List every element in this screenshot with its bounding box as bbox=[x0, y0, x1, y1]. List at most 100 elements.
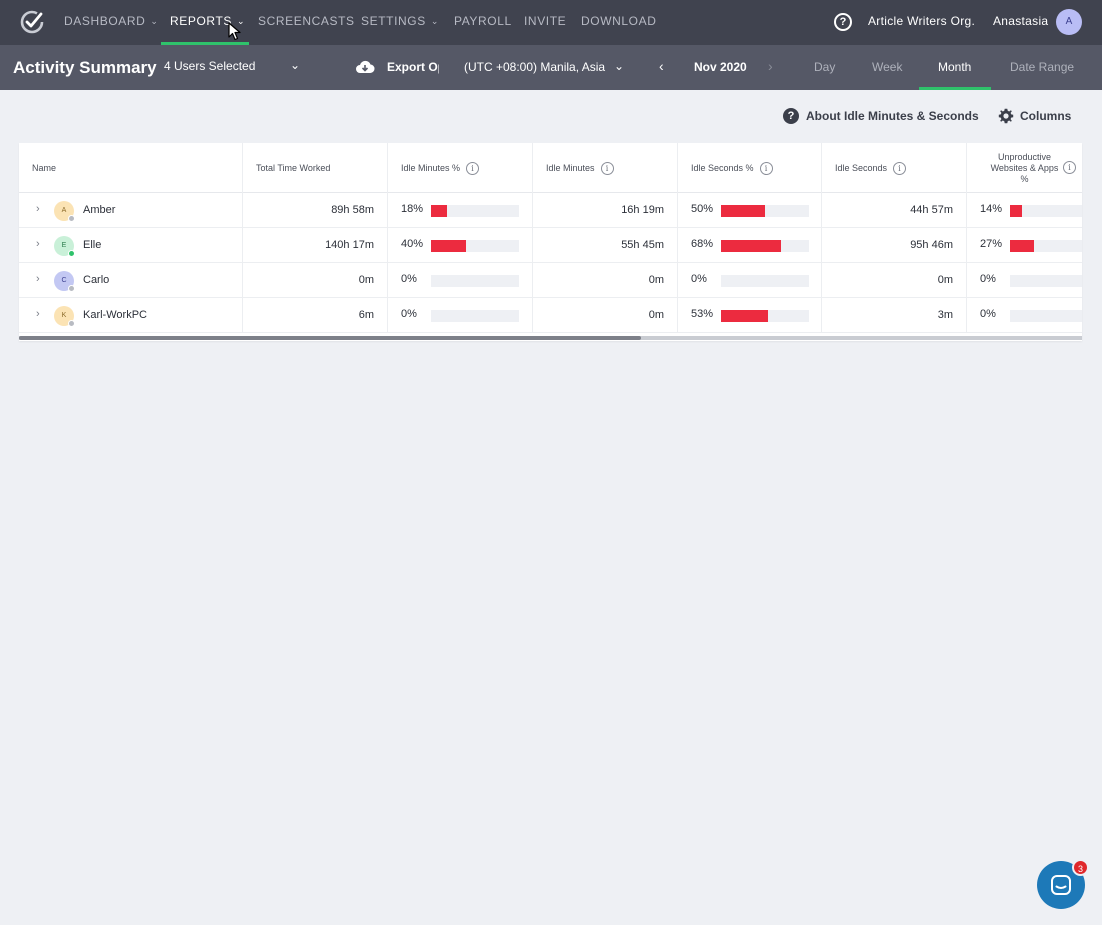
user-name-cell[interactable]: Karl-WorkPC bbox=[83, 309, 147, 321]
percent-bar-fill bbox=[431, 240, 466, 252]
info-icon[interactable]: i bbox=[893, 161, 907, 175]
nav-invite[interactable]: INVITE bbox=[524, 0, 566, 45]
cell-name: › E Elle bbox=[19, 228, 243, 263]
percent-bar-fill bbox=[1010, 240, 1034, 252]
avatar-initial: K bbox=[61, 312, 67, 319]
nav-download[interactable]: DOWNLOAD bbox=[581, 0, 656, 45]
info-icon[interactable]: i bbox=[466, 161, 480, 175]
cell-name: › A Amber bbox=[19, 193, 243, 228]
info-icon[interactable]: i bbox=[600, 161, 614, 175]
col-unproductive-label-line2: Websites & Apps bbox=[990, 162, 1059, 173]
columns-button[interactable]: Columns bbox=[998, 108, 1071, 124]
avatar-initial: A bbox=[61, 207, 67, 214]
users-select[interactable]: 4 Users Selected bbox=[164, 59, 256, 73]
app-logo-icon[interactable] bbox=[19, 9, 45, 35]
col-total-time[interactable]: Total Time Worked bbox=[243, 143, 388, 193]
col-idle-minutes-pct[interactable]: Idle Minutes % i bbox=[388, 143, 533, 193]
avatar: A bbox=[54, 201, 75, 222]
col-unproductive-label-line1: Unproductive bbox=[997, 151, 1052, 162]
scrollbar-thumb[interactable] bbox=[19, 336, 641, 340]
timezone-select[interactable]: (UTC +08:00) Manila, Asia bbox=[464, 60, 606, 74]
export-options-button[interactable]: Export Options bbox=[387, 60, 439, 74]
tab-date-range[interactable]: Date Range bbox=[1010, 60, 1075, 74]
cell-idle-minutes: 0m bbox=[533, 263, 678, 298]
user-avatar[interactable]: A bbox=[1056, 9, 1082, 35]
cloud-download-icon[interactable] bbox=[355, 59, 375, 75]
percent-bar bbox=[721, 275, 809, 287]
info-icon[interactable]: i bbox=[759, 161, 773, 175]
cell-idle-minutes-pct: 0% bbox=[388, 298, 533, 333]
nav-settings-label: SETTINGS bbox=[361, 14, 426, 28]
nav-screencasts[interactable]: SCREENCASTS bbox=[258, 0, 355, 45]
idle-seconds-value: 3m bbox=[937, 309, 953, 321]
percent-bar bbox=[1010, 275, 1082, 287]
col-idle-seconds[interactable]: Idle Seconds i bbox=[822, 143, 967, 193]
report-toolbar: Activity Summary 4 Users Selected ⌄ Expo… bbox=[0, 45, 1102, 90]
percent-value: 18% bbox=[401, 203, 424, 215]
avatar-initial: C bbox=[61, 277, 67, 284]
chevron-left-icon[interactable]: ‹ bbox=[659, 58, 664, 74]
table-row[interactable]: › K Karl-WorkPC 6m 0% 0m 53% 3m 0% bbox=[19, 298, 1082, 333]
percent-bar bbox=[431, 310, 519, 322]
about-idle-label: About Idle Minutes & Seconds bbox=[806, 109, 979, 123]
user-name-cell[interactable]: Amber bbox=[83, 204, 116, 216]
table-row[interactable]: › E Elle 140h 17m 40% 55h 45m 68% 95h 46m 27% bbox=[19, 228, 1082, 263]
percent-bar bbox=[721, 240, 809, 252]
chevron-right-icon[interactable]: › bbox=[768, 58, 773, 74]
active-nav-indicator bbox=[161, 42, 249, 45]
question-icon: ? bbox=[783, 108, 799, 124]
nav-settings[interactable]: SETTINGS ⌄ bbox=[361, 0, 439, 45]
table-row[interactable]: › A Amber 89h 58m 18% 16h 19m 50% 44h 57m 14% bbox=[19, 193, 1082, 228]
cell-total-time: 140h 17m bbox=[243, 228, 388, 263]
cell-idle-minutes: 16h 19m bbox=[533, 193, 678, 228]
chevron-down-icon[interactable]: ⌄ bbox=[614, 59, 625, 73]
idle-minutes-value: 0m bbox=[648, 274, 664, 286]
idle-seconds-value: 44h 57m bbox=[910, 204, 953, 216]
percent-bar bbox=[1010, 240, 1082, 252]
period-label: Nov 2020 bbox=[694, 60, 747, 74]
col-name-label: Name bbox=[32, 163, 57, 173]
nav-screencasts-label: SCREENCASTS bbox=[258, 14, 355, 28]
percent-bar-fill bbox=[431, 205, 447, 217]
idle-minutes-value: 16h 19m bbox=[621, 204, 664, 216]
nav-reports[interactable]: REPORTS ⌄ bbox=[170, 0, 245, 45]
chevron-right-icon[interactable]: › bbox=[36, 273, 40, 285]
col-unproductive-pct[interactable]: Unproductive Websites & Apps % i bbox=[967, 143, 1082, 193]
chevron-down-icon: ⌄ bbox=[430, 16, 439, 26]
chevron-down-icon[interactable]: ⌄ bbox=[290, 58, 301, 72]
cell-total-time: 0m bbox=[243, 263, 388, 298]
cell-idle-seconds-pct: 68% bbox=[678, 228, 822, 263]
cell-name: › K Karl-WorkPC bbox=[19, 298, 243, 333]
user-name[interactable]: Anastasia bbox=[993, 14, 1049, 28]
avatar-initial: E bbox=[61, 242, 67, 249]
chevron-right-icon[interactable]: › bbox=[36, 203, 40, 215]
nav-dashboard[interactable]: DASHBOARD ⌄ bbox=[64, 0, 159, 45]
help-icon[interactable]: ? bbox=[834, 13, 852, 31]
info-icon[interactable]: i bbox=[1063, 161, 1076, 174]
top-navbar: DASHBOARD ⌄ REPORTS ⌄ SCREENCASTS SETTINGS… bbox=[0, 0, 1102, 45]
col-name[interactable]: Name bbox=[19, 143, 243, 193]
horizontal-scrollbar[interactable] bbox=[19, 336, 1082, 340]
user-name-cell[interactable]: Carlo bbox=[83, 274, 110, 286]
total-time-value: 0m bbox=[358, 274, 374, 286]
cell-total-time: 6m bbox=[243, 298, 388, 333]
tab-month[interactable]: Month bbox=[938, 60, 972, 74]
col-idle-minutes[interactable]: Idle Minutes i bbox=[533, 143, 678, 193]
cell-idle-minutes: 0m bbox=[533, 298, 678, 333]
tab-day[interactable]: Day bbox=[814, 60, 836, 74]
table-row[interactable]: › C Carlo 0m 0% 0m 0% 0m 0% bbox=[19, 263, 1082, 298]
cell-idle-seconds-pct: 53% bbox=[678, 298, 822, 333]
cell-idle-minutes-pct: 0% bbox=[388, 263, 533, 298]
chevron-right-icon[interactable]: › bbox=[36, 238, 40, 250]
chevron-right-icon[interactable]: › bbox=[36, 308, 40, 320]
col-unproductive-label-line3: % bbox=[1020, 173, 1029, 184]
org-switcher[interactable]: Article Writers Org. bbox=[868, 14, 976, 28]
idle-seconds-value: 0m bbox=[937, 274, 953, 286]
cell-idle-seconds-pct: 50% bbox=[678, 193, 822, 228]
nav-payroll[interactable]: PAYROLL bbox=[454, 0, 512, 45]
user-name-cell[interactable]: Elle bbox=[83, 239, 102, 251]
about-idle-link[interactable]: ? About Idle Minutes & Seconds bbox=[783, 108, 979, 124]
percent-bar bbox=[431, 205, 519, 217]
tab-week[interactable]: Week bbox=[872, 60, 903, 74]
col-idle-seconds-pct[interactable]: Idle Seconds % i bbox=[678, 143, 822, 193]
